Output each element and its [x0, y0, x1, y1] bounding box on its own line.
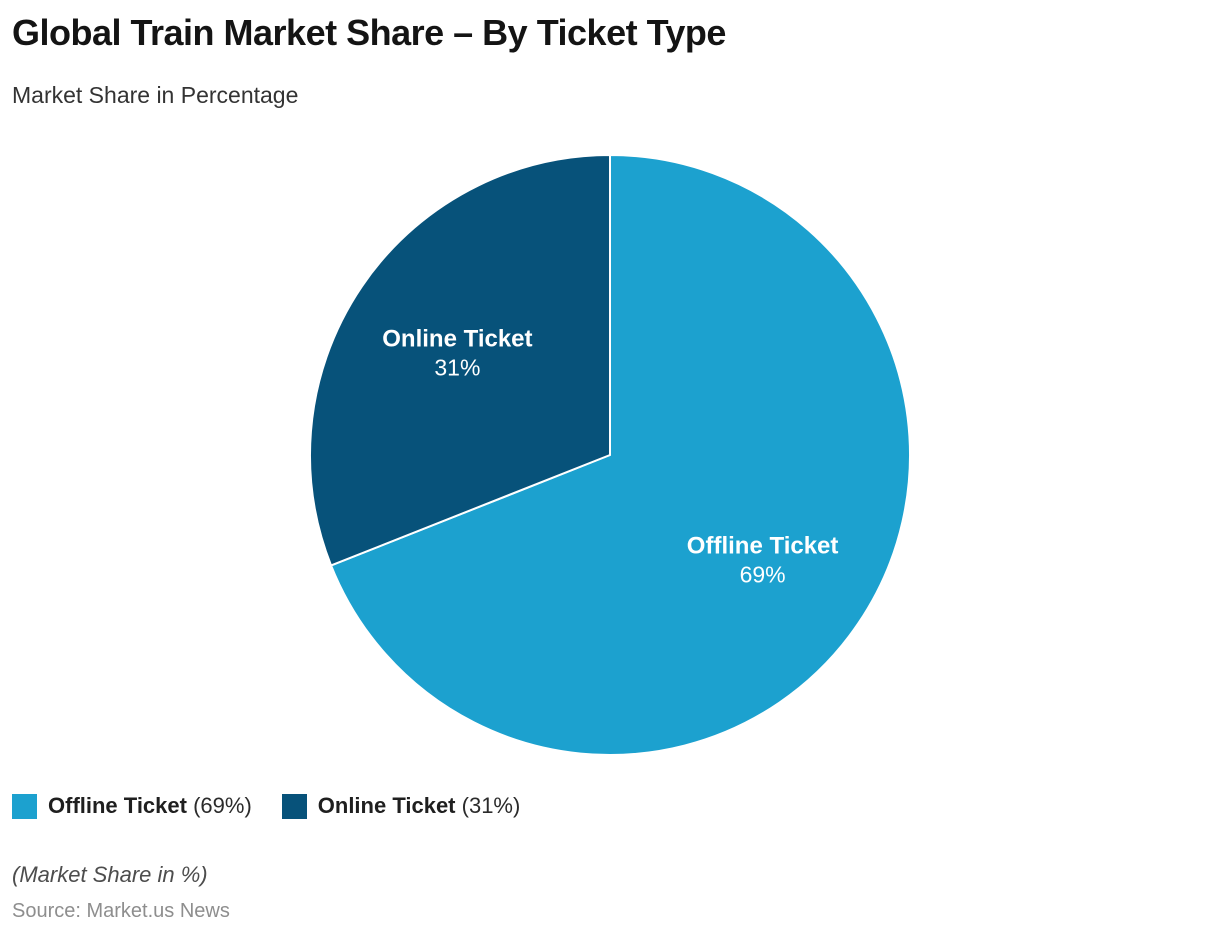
pie-chart: Offline Ticket 69% Online Ticket 31%: [309, 154, 912, 756]
slice-label-online-ticket: Online Ticket 31%: [382, 325, 532, 380]
legend-label: Online Ticket (31%): [317, 793, 521, 818]
chart-title: Global Train Market Share – By Ticket Ty…: [12, 12, 726, 53]
legend-item-offline-ticket: Offline Ticket (69%): [12, 793, 252, 819]
chart-footnote: (Market Share in %): [12, 862, 208, 887]
pie-slice-offline-ticket: [330, 154, 912, 756]
pie-slice-online-ticket: [309, 154, 611, 567]
legend-label: Offline Ticket (69%): [48, 793, 252, 818]
source-attribution: Source: Market.us News: [12, 900, 230, 922]
legend-swatch: [12, 793, 37, 819]
legend-item-online-ticket: Online Ticket (31%): [281, 793, 521, 819]
chart-subtitle: Market Share in Percentage: [12, 82, 299, 108]
slice-label-offline-ticket: Offline Ticket 69%: [687, 533, 839, 588]
legend-swatch: [281, 793, 307, 819]
pie-chart-area: Offline Ticket 69% Online Ticket 31%: [308, 153, 912, 757]
chart-legend: Offline Ticket (69%) Online Ticket (31%): [12, 793, 520, 819]
